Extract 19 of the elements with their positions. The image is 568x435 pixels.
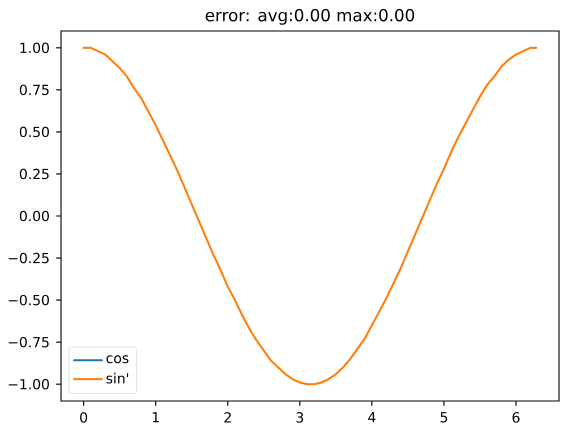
y-tick-label: 0.00 (20, 210, 49, 222)
y-tick-label: −0.50 (8, 294, 49, 306)
chart-title: error: avg:0.00 max:0.00 (206, 8, 414, 25)
legend-label: cos (106, 355, 128, 364)
x-tick-label: 1 (152, 412, 159, 422)
x-tick-label: 4 (368, 412, 376, 422)
x-tick-label: 5 (440, 412, 448, 422)
legend-label: sin' (106, 372, 128, 384)
y-tick-label: 0.75 (20, 84, 49, 96)
x-tick-label: 2 (224, 412, 231, 422)
y-tick-label: 0.50 (20, 126, 49, 138)
y-tick-label: −1.00 (8, 378, 49, 390)
x-tick-label: 3 (296, 412, 304, 423)
x-tick-label: 0 (80, 412, 88, 423)
y-tick-label: 0.25 (20, 168, 49, 180)
y-tick-label: −0.25 (8, 252, 49, 264)
y-tick-label: −0.75 (8, 336, 49, 348)
y-tick-label: 1.00 (20, 42, 49, 54)
x-tick-label: 6 (512, 412, 520, 423)
